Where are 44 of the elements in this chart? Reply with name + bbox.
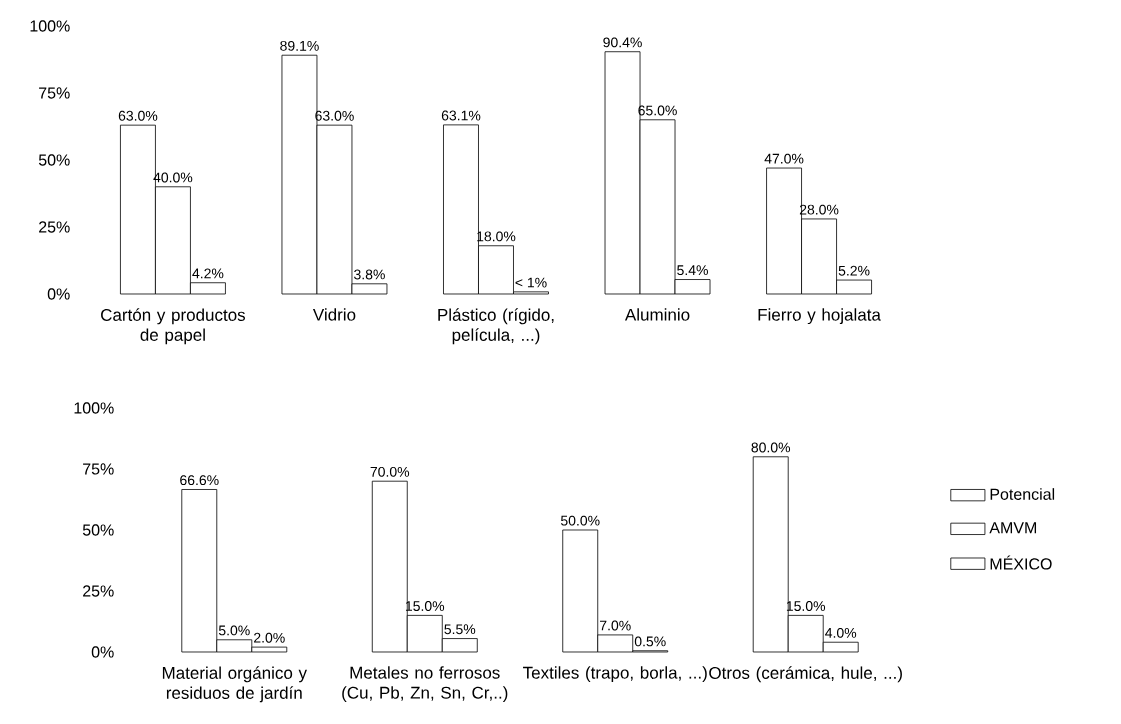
x-tick-label: Fierro y hojalata bbox=[758, 308, 881, 325]
data-label: 5.2% bbox=[838, 265, 870, 276]
data-label: 4.0% bbox=[825, 627, 857, 638]
data-label: 63.0% bbox=[118, 110, 158, 121]
data-label: 3.8% bbox=[354, 269, 385, 280]
data-label: 4.2% bbox=[192, 268, 224, 279]
data-label: 7.0% bbox=[600, 620, 631, 631]
data-label: 5.5% bbox=[444, 624, 476, 635]
y-tick-label: 50% bbox=[38, 154, 70, 166]
data-label: 5.4% bbox=[677, 265, 708, 276]
x-tick-label: Material orgánico y residuos de jardín bbox=[162, 666, 307, 703]
data-label: 80.0% bbox=[751, 442, 791, 453]
x-tick-label: Plástico (rígido, película, ...) bbox=[438, 308, 554, 345]
data-label: 47.0% bbox=[764, 153, 804, 164]
data-label: 50.0% bbox=[560, 515, 600, 526]
data-label: 66.6% bbox=[180, 475, 219, 486]
data-label: 0.5% bbox=[634, 636, 666, 647]
data-label: < 1% bbox=[515, 277, 547, 288]
data-label: 89.1% bbox=[280, 40, 319, 51]
y-tick-label: 100% bbox=[30, 20, 70, 32]
legend-label: MÉXICO bbox=[990, 555, 1052, 570]
x-tick-label: Aluminio bbox=[624, 308, 690, 321]
x-tick-label: Metales no ferrosos (Cu, Pb, Zn, Sn, Cr,..) bbox=[342, 666, 508, 703]
data-label: 63.1% bbox=[441, 110, 481, 121]
data-label: 2.0% bbox=[254, 632, 285, 643]
x-tick-label: Textiles (trapo, borla, ...) bbox=[523, 666, 707, 683]
data-label: 63.0% bbox=[315, 110, 354, 121]
data-label: 90.4% bbox=[603, 37, 642, 48]
legend-label: Potencial bbox=[990, 488, 1055, 500]
data-label: 70.0% bbox=[370, 466, 410, 477]
y-tick-label: 25% bbox=[39, 221, 70, 233]
x-tick-label: Otros (cerámica, hule, ...) bbox=[709, 666, 902, 683]
x-tick-label: Vidrio bbox=[312, 308, 356, 321]
y-tick-label: 0% bbox=[91, 646, 114, 658]
y-tick-label: 75% bbox=[83, 463, 114, 475]
y-tick-label: 0% bbox=[47, 288, 70, 300]
data-label: 65.0% bbox=[638, 105, 677, 116]
y-tick-label: 75% bbox=[39, 87, 70, 99]
y-tick-label: 50% bbox=[82, 524, 114, 536]
data-label: 5.0% bbox=[218, 625, 250, 636]
y-tick-label: 100% bbox=[74, 402, 114, 414]
y-tick-label: 25% bbox=[83, 585, 114, 597]
legend-label: AMVM bbox=[989, 522, 1037, 534]
x-tick-label: Cartón y productos de papel bbox=[101, 308, 246, 345]
